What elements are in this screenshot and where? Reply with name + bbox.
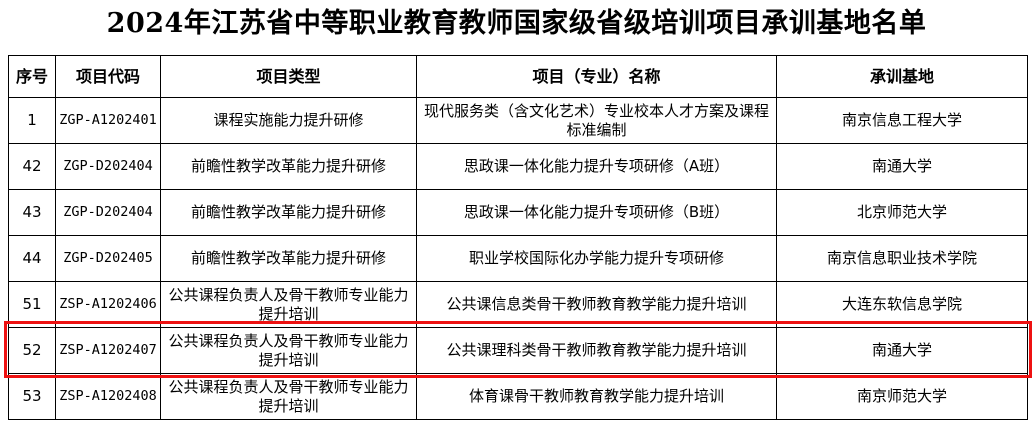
table-row: 52 ZSP-A1202407 公共课程负责人及骨干教师专业能力提升培训 公共课理科类… bbox=[8, 327, 1028, 374]
cell-code: ZGP-A1202401 bbox=[55, 97, 161, 144]
cell-base: 南京师范大学 bbox=[776, 373, 1028, 420]
cell-index: 42 bbox=[8, 143, 56, 190]
table-row: 44 ZGP-D202405 前瞻性教学改革能力提升研修 职业学校国际化办学能力提升专… bbox=[8, 235, 1028, 282]
cell-type: 公共课程负责人及骨干教师专业能力提升培训 bbox=[160, 281, 417, 328]
table-row: 43 ZGP-D202404 前瞻性教学改革能力提升研修 思政课一体化能力提升专项研修… bbox=[8, 189, 1028, 236]
table-row: 51 ZSP-A1202406 公共课程负责人及骨干教师专业能力提升培训 公共课信息类… bbox=[8, 281, 1028, 328]
cell-index: 53 bbox=[8, 373, 56, 420]
cell-name: 体育课骨干教师教育教学能力提升培训 bbox=[416, 373, 777, 420]
cell-type: 前瞻性教学改革能力提升研修 bbox=[160, 189, 417, 236]
cell-code: ZGP-D202405 bbox=[55, 235, 161, 282]
cell-base: 北京师范大学 bbox=[776, 189, 1028, 236]
cell-code: ZSP-A1202408 bbox=[55, 373, 161, 420]
cell-base: 南通大学 bbox=[776, 143, 1028, 190]
table-row: 42 ZGP-D202404 前瞻性教学改革能力提升研修 思政课一体化能力提升专项研修… bbox=[8, 143, 1028, 190]
header-base: 承训基地 bbox=[776, 55, 1028, 98]
cell-type: 前瞻性教学改革能力提升研修 bbox=[160, 235, 417, 282]
cell-type: 课程实施能力提升研修 bbox=[160, 97, 417, 144]
cell-index: 1 bbox=[8, 97, 56, 144]
training-base-table: 序号 项目代码 项目类型 项目（专业）名称 承训基地 1 ZGP-A1202401… bbox=[8, 55, 1028, 420]
header-row: 序号 项目代码 项目类型 项目（专业）名称 承训基地 bbox=[8, 55, 1028, 98]
cell-base: 南京信息职业技术学院 bbox=[776, 235, 1028, 282]
cell-type: 公共课程负责人及骨干教师专业能力提升培训 bbox=[160, 327, 417, 374]
header-code: 项目代码 bbox=[55, 55, 161, 98]
cell-code: ZSP-A1202407 bbox=[55, 327, 161, 374]
cell-code: ZGP-D202404 bbox=[55, 143, 161, 190]
cell-base: 南京信息工程大学 bbox=[776, 97, 1028, 144]
header-type: 项目类型 bbox=[160, 55, 417, 98]
header-index: 序号 bbox=[8, 55, 56, 98]
cell-index: 44 bbox=[8, 235, 56, 282]
table-row: 53 ZSP-A1202408 公共课程负责人及骨干教师专业能力提升培训 体育课骨干教… bbox=[8, 373, 1028, 420]
page-title: 2024年江苏省中等职业教育教师国家级省级培训项目承训基地名单 bbox=[106, 8, 927, 39]
cell-name: 思政课一体化能力提升专项研修（B班） bbox=[416, 189, 777, 236]
cell-type: 公共课程负责人及骨干教师专业能力提升培训 bbox=[160, 373, 417, 420]
cell-base: 大连东软信息学院 bbox=[776, 281, 1028, 328]
cell-name: 思政课一体化能力提升专项研修（A班） bbox=[416, 143, 777, 190]
header-name: 项目（专业）名称 bbox=[416, 55, 777, 98]
cell-name: 职业学校国际化办学能力提升专项研修 bbox=[416, 235, 777, 282]
table-row: 1 ZGP-A1202401 课程实施能力提升研修 现代服务类（含文化艺术）专业校本人… bbox=[8, 97, 1028, 144]
cell-name: 现代服务类（含文化艺术）专业校本人才方案及课程标准编制 bbox=[416, 97, 777, 144]
cell-index: 52 bbox=[8, 327, 56, 374]
cell-name: 公共课信息类骨干教师教育教学能力提升培训 bbox=[416, 281, 777, 328]
cell-index: 51 bbox=[8, 281, 56, 328]
cell-code: ZSP-A1202406 bbox=[55, 281, 161, 328]
cell-base: 南通大学 bbox=[776, 327, 1028, 374]
cell-code: ZGP-D202404 bbox=[55, 189, 161, 236]
cell-name: 公共课理科类骨干教师教育教学能力提升培训 bbox=[416, 327, 777, 374]
cell-index: 43 bbox=[8, 189, 56, 236]
cell-type: 前瞻性教学改革能力提升研修 bbox=[160, 143, 417, 190]
